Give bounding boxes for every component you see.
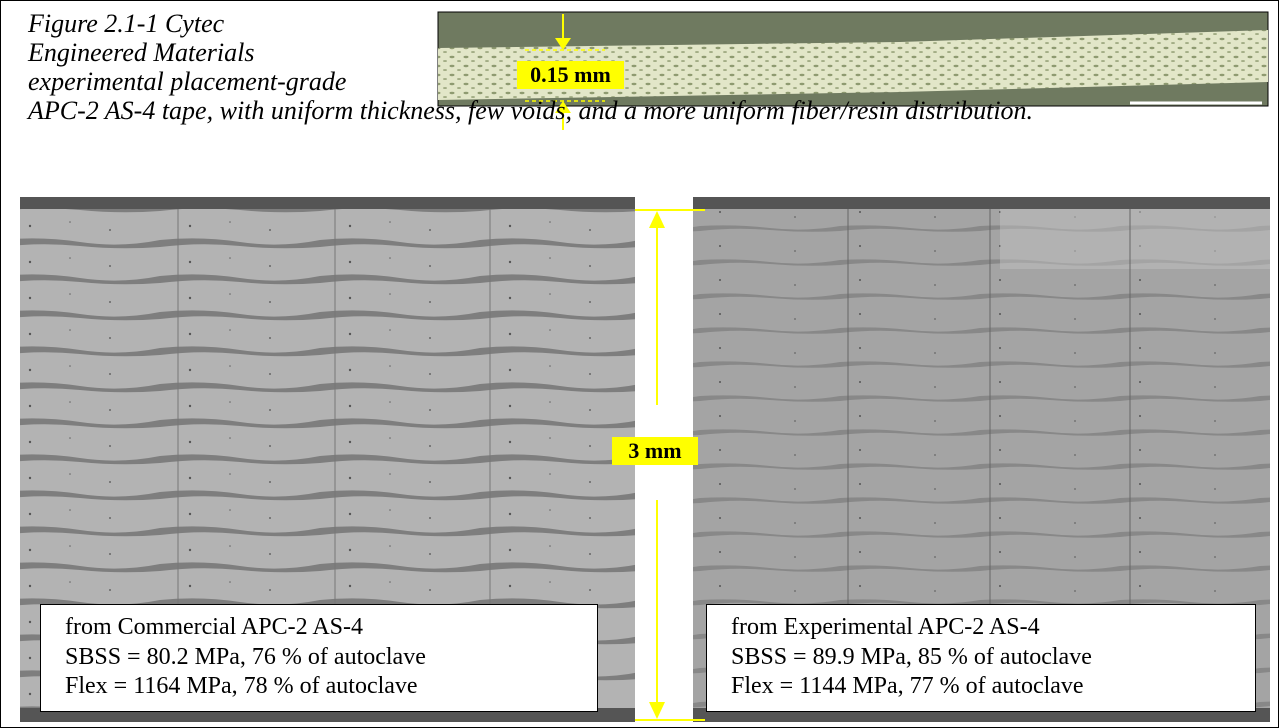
panel-line: SBSS = 89.9 MPa, 85 % of autoclave	[731, 643, 1092, 670]
panel-line: from Commercial APC-2 AS-4	[65, 614, 363, 640]
panel-line: Flex = 1144 MPa, 77 % of autoclave	[731, 673, 1084, 699]
caption-line: APC-2 AS-4 tape, with uniform thickness,…	[28, 96, 1034, 125]
caption-line: Figure 2.1-1 Cytec	[28, 9, 225, 38]
tape-image	[437, 11, 1269, 107]
tape-thickness-label: 0.15 mm	[517, 61, 624, 89]
tape-thickness-marker	[525, 14, 605, 130]
caption-line: experimental placement-grade	[28, 67, 347, 96]
panel-label: from Commercial APC-2 AS-4 SBSS = 80.2 M…	[40, 604, 598, 712]
panel-line: Flex = 1164 MPa, 78 % of autoclave	[65, 673, 418, 699]
scale-label: 3 mm	[612, 437, 698, 465]
scale-marker	[635, 209, 705, 721]
panel-line: from Experimental APC-2 AS-4	[731, 614, 1040, 640]
panel-line: SBSS = 80.2 MPa, 76 % of autoclave	[65, 643, 426, 670]
caption-line: Engineered Materials	[28, 38, 255, 67]
panel-label: from Experimental APC-2 AS-4 SBSS = 89.9…	[706, 604, 1256, 712]
